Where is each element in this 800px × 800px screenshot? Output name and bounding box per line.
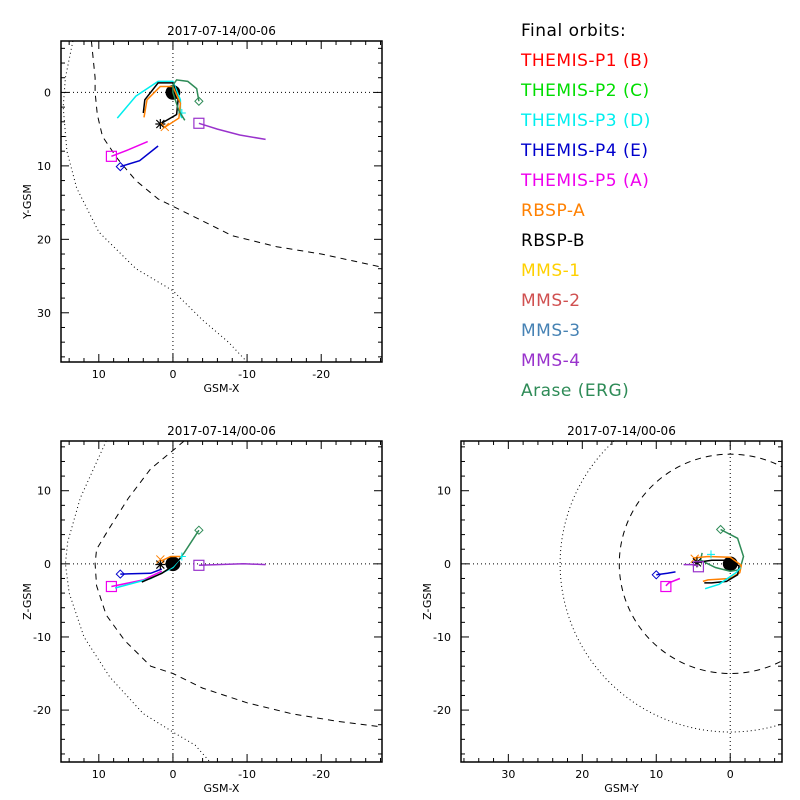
earth-icon (165, 556, 181, 572)
bow-shock (559, 441, 782, 733)
legend-item: Arase (ERG) (521, 381, 630, 401)
orbit-line (172, 79, 200, 121)
diamond-marker (651, 570, 661, 580)
diamond-marker (715, 524, 726, 535)
legend-item: RBSP-B (521, 231, 586, 251)
x-tick-label: -20 (312, 768, 330, 781)
y-tick-label: 10 (37, 485, 51, 498)
axes: 10 0 -10 -20 0 10 20 30 (37, 41, 382, 381)
x-marker (155, 555, 165, 564)
x-tick-label: 0 (169, 368, 176, 381)
legend-item: THEMIS-P3 (D) (521, 111, 651, 131)
x-axis-label: GSM-X (204, 382, 240, 395)
x-tick-label: 30 (501, 768, 515, 781)
orbit-line (111, 140, 148, 157)
y-tick-label: -20 (33, 704, 51, 717)
legend-item: THEMIS-P5 (A) (521, 171, 650, 191)
orbit-line (683, 563, 699, 567)
y-tick-label: 0 (44, 558, 51, 571)
asterisk-marker (155, 559, 166, 570)
magnetopause (618, 453, 782, 674)
legend-item: THEMIS-P4 (E) (521, 141, 649, 161)
y-tick-label: 0 (444, 558, 451, 571)
plot-panel-2: 10 0 -10 -20 10 0 -10 -20 2017-07-14/00-06 GSM-X Z… (21, 424, 383, 795)
y-tick-label: 20 (37, 233, 51, 246)
orbit-line (665, 577, 681, 587)
legend-item: MMS-1 (521, 261, 581, 281)
x-tick-label: 0 (169, 768, 176, 781)
orbit-line (120, 145, 159, 168)
magnetopause (90, 41, 382, 268)
legend-item: MMS-2 (521, 291, 581, 311)
plot-area (61, 441, 382, 762)
orbit-line (198, 122, 266, 141)
legend-item: THEMIS-P2 (C) (521, 81, 650, 101)
orbit-line (198, 563, 266, 567)
plot-title: 2017-07-14/00-06 (567, 424, 676, 438)
y-tick-label: 10 (437, 485, 451, 498)
x-tick-label: 10 (92, 368, 106, 381)
orbit-line (142, 82, 179, 125)
axes: 30 20 10 0 10 0 -10 -20 (433, 441, 782, 781)
legend-item: THEMIS-P1 (B) (521, 51, 650, 71)
plot-panel-3: 30 20 10 0 10 0 -10 -20 2017-07-14/00-06 GSM-Y Z-G… (421, 424, 783, 795)
x-tick-label: 10 (649, 768, 663, 781)
square-marker (660, 580, 672, 593)
plot-title: 2017-07-14/00-06 (167, 424, 276, 438)
legend: Final orbits: THEMIS-P1 (B) THEMIS-P2 (C)… (521, 16, 651, 406)
orbit-line (120, 568, 163, 575)
diamond-marker (115, 569, 126, 579)
y-axis-label: Z-GSM (421, 583, 434, 620)
plot-panel-1: 10 0 -10 -20 0 10 20 30 2017-07-14/00-06 GSM-X Y-G… (21, 24, 383, 395)
y-tick-label: -20 (433, 704, 451, 717)
plus-marker (706, 550, 715, 559)
bow-shock (64, 441, 211, 762)
plot-title: 2017-07-14/00-06 (167, 24, 276, 38)
orbit-line (160, 555, 181, 562)
axes: 10 0 -10 -20 10 0 -10 -20 (33, 441, 382, 781)
orbit-line (693, 555, 743, 583)
square-marker (105, 150, 118, 162)
x-axis-label: GSM-X (204, 782, 240, 795)
plot-frame (60, 40, 383, 363)
diamond-marker (115, 161, 126, 172)
x-tick-label: -10 (238, 768, 256, 781)
legend-items: THEMIS-P1 (B) THEMIS-P2 (C) THEMIS-P3 (D) T… (521, 46, 651, 406)
plot-area (461, 441, 782, 762)
y-axis-label: Z-GSM (21, 583, 34, 620)
diamond-marker (194, 525, 204, 535)
y-tick-label: -10 (33, 631, 51, 644)
x-marker (160, 122, 170, 132)
square-marker (193, 559, 205, 571)
square-marker (105, 580, 118, 593)
y-tick-label: -10 (433, 631, 451, 644)
x-tick-label: 10 (92, 768, 106, 781)
y-tick-label: 0 (44, 86, 51, 99)
legend-item: MMS-4 (521, 351, 581, 371)
legend-item: RBSP-A (521, 201, 586, 221)
legend-item: MMS-3 (521, 321, 581, 341)
plot-area (61, 41, 382, 362)
x-tick-label: -10 (238, 368, 256, 381)
diamond-marker (194, 96, 204, 106)
x-tick-label: 0 (727, 768, 734, 781)
legend-title: Final orbits: (521, 21, 627, 41)
square-marker (193, 117, 205, 129)
orbit-line (704, 567, 742, 590)
plot-frame (60, 440, 383, 763)
x-tick-label: 20 (575, 768, 589, 781)
asterisk-marker (155, 119, 166, 130)
x-axis-label: GSM-Y (604, 782, 639, 795)
y-tick-label: 10 (37, 160, 51, 173)
x-tick-label: -20 (312, 368, 330, 381)
asterisk-marker (691, 557, 702, 568)
y-axis-label: Y-GSM (21, 184, 34, 220)
bow-shock (62, 41, 248, 362)
magnetopause (94, 441, 382, 728)
orbit-line (141, 557, 181, 583)
y-tick-label: 30 (37, 307, 51, 320)
square-marker (692, 561, 705, 573)
plot-frame (460, 440, 783, 763)
